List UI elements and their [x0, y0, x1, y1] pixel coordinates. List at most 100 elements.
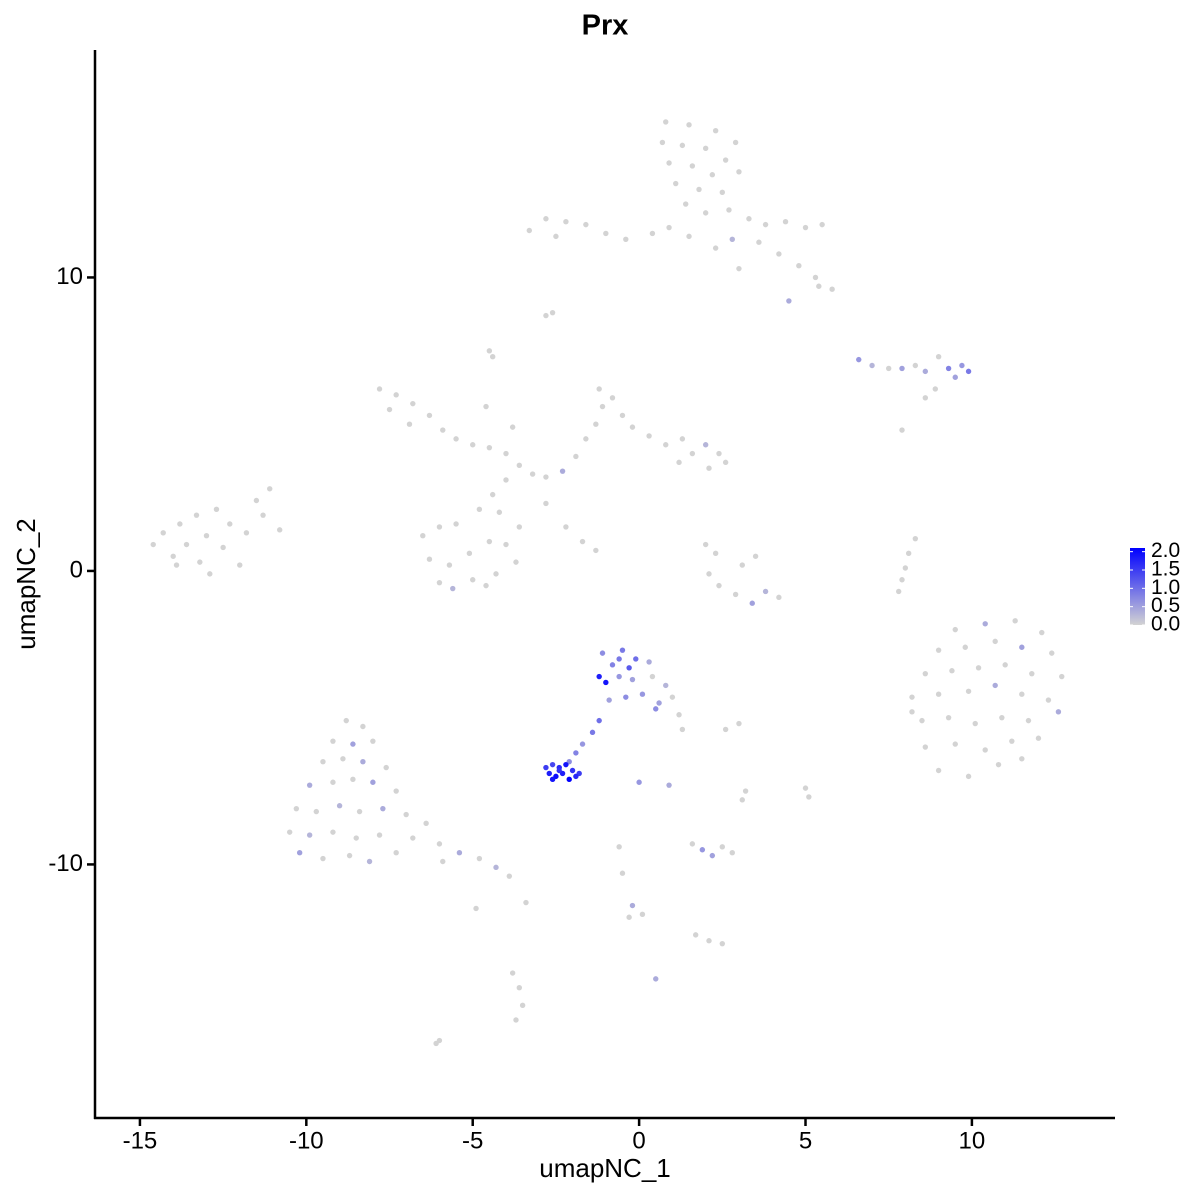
cell-point	[673, 180, 679, 187]
cell-point	[1035, 735, 1042, 741]
cell-point	[606, 697, 612, 703]
cell-point	[563, 524, 569, 530]
cell-point	[646, 433, 652, 439]
colorbar-label: 1.0	[1151, 576, 1180, 599]
cell-point	[945, 714, 952, 721]
cell-point	[702, 210, 709, 216]
cell-point	[483, 403, 489, 410]
cell-point	[549, 776, 556, 783]
cell-point	[742, 788, 749, 794]
cell-point	[523, 899, 529, 906]
cell-point	[503, 541, 509, 548]
cell-point	[340, 756, 346, 762]
cell-point	[410, 835, 416, 841]
cell-point	[596, 717, 602, 724]
cell-point	[639, 911, 646, 918]
cell-point	[895, 588, 902, 595]
cell-point	[553, 233, 559, 240]
cell-point	[609, 662, 616, 668]
cell-point	[972, 720, 978, 727]
cell-point	[549, 309, 556, 316]
cell-point	[456, 849, 463, 856]
cell-point	[689, 450, 696, 457]
cell-point	[296, 849, 303, 856]
points	[150, 119, 1065, 1047]
cell-point	[276, 527, 283, 533]
cell-point	[453, 436, 459, 442]
cell-point	[649, 230, 656, 237]
cell-point	[663, 682, 669, 689]
cell-point	[812, 274, 819, 281]
cell-point	[666, 160, 672, 166]
cell-point	[702, 541, 709, 548]
cell-point	[819, 221, 825, 228]
cell-point	[1045, 697, 1052, 703]
cell-point	[579, 741, 586, 747]
cell-point	[306, 832, 313, 838]
cell-point	[935, 691, 942, 697]
cell-point	[1019, 756, 1025, 762]
cell-point	[689, 163, 696, 169]
cell-point	[506, 873, 513, 879]
cell-point	[573, 453, 579, 460]
cell-point	[802, 785, 809, 791]
cell-point	[952, 626, 958, 633]
cell-point	[599, 650, 606, 656]
cell-point	[653, 976, 659, 982]
cell-point	[306, 782, 313, 788]
cell-point	[945, 365, 952, 372]
cell-point	[962, 644, 968, 650]
cell-point	[173, 562, 180, 568]
cell-point	[253, 497, 260, 504]
cell-point	[912, 362, 919, 369]
cell-point	[696, 186, 702, 193]
colorbar-label: 0.5	[1151, 594, 1180, 617]
cell-point	[386, 406, 393, 413]
cell-point	[489, 491, 496, 498]
cell-point	[679, 142, 686, 149]
cell-point	[583, 221, 589, 228]
cell-point	[679, 726, 686, 733]
cell-point	[546, 770, 552, 777]
cell-point	[663, 442, 669, 448]
cell-point	[573, 773, 579, 780]
cell-point	[659, 139, 666, 146]
cell-point	[436, 1037, 443, 1044]
cell-point	[706, 938, 712, 944]
cell-point	[619, 647, 626, 653]
cell-point	[636, 779, 642, 785]
cell-point	[293, 805, 300, 812]
cell-point	[719, 189, 726, 196]
cell-point	[722, 157, 729, 163]
cell-point	[899, 427, 905, 433]
cell-point	[423, 820, 429, 827]
cell-point	[732, 139, 739, 146]
cell-point	[496, 509, 503, 515]
cell-point	[1009, 738, 1015, 744]
cell-point	[706, 571, 712, 577]
cell-point	[1049, 650, 1055, 656]
cell-point	[220, 544, 226, 551]
cell-point	[739, 797, 745, 803]
cell-point	[453, 521, 459, 527]
cell-point	[1039, 629, 1045, 636]
cell-point	[629, 902, 636, 909]
cell-point	[709, 852, 716, 859]
cell-point	[739, 562, 745, 568]
cell-point	[736, 169, 742, 175]
cell-point	[656, 700, 662, 706]
cell-point	[919, 717, 925, 724]
cell-point	[736, 265, 742, 272]
cell-point	[782, 218, 789, 225]
cell-point	[729, 236, 735, 242]
cell-point	[350, 776, 356, 783]
cell-point	[509, 970, 516, 976]
cell-point	[543, 500, 549, 507]
cell-point	[752, 553, 759, 559]
cell-point	[563, 218, 569, 225]
cell-point	[676, 459, 682, 466]
cell-point	[719, 940, 726, 947]
cell-point	[336, 803, 343, 809]
cell-point	[563, 761, 569, 768]
cell-point	[383, 764, 389, 771]
